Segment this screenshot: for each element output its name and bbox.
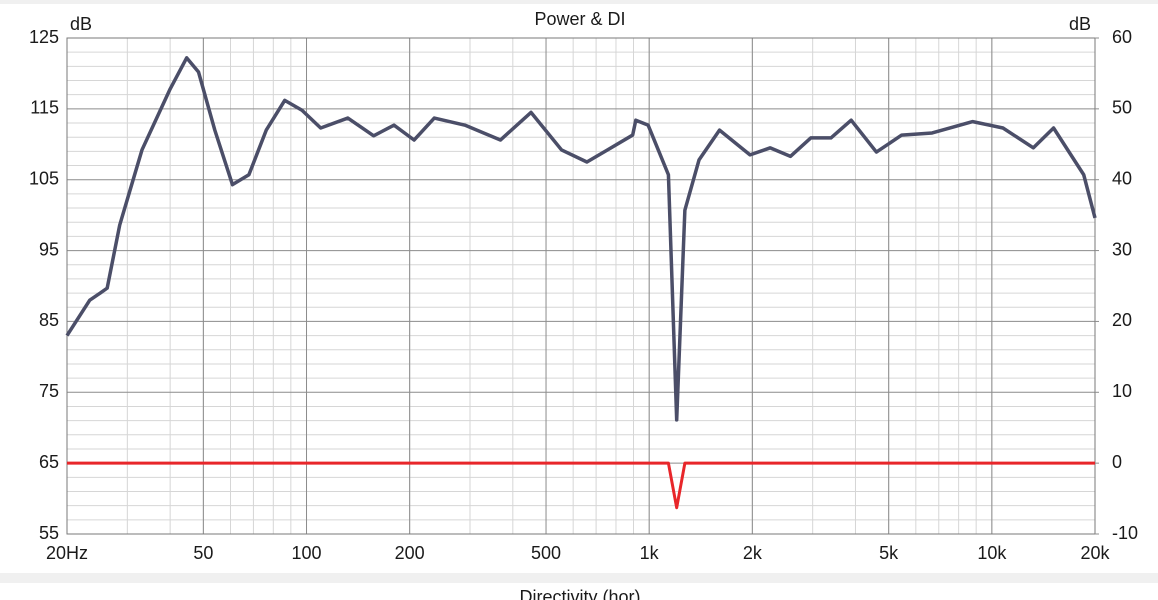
- x-tick-label: 2k: [743, 543, 763, 563]
- y2-tick-label: 50: [1112, 98, 1132, 118]
- y-tick-label: 125: [29, 27, 59, 47]
- x-tick-label: 20Hz: [46, 543, 88, 563]
- y-tick-label: 115: [30, 98, 59, 118]
- y2-tick-label: 60: [1112, 27, 1132, 47]
- y2-tick-label: 0: [1112, 452, 1122, 472]
- series-line: [65, 56, 1097, 422]
- y-tick-label: 105: [29, 168, 59, 188]
- series-line: [67, 461, 1095, 510]
- y2-tick-label: 30: [1112, 239, 1132, 259]
- chart-title: Power & DI: [534, 9, 625, 29]
- y-tick-label: 65: [39, 452, 59, 472]
- next-panel-title: Directivity (hor): [519, 587, 640, 600]
- y2-tick-label: 20: [1112, 310, 1132, 330]
- x-tick-label: 1k: [640, 543, 660, 563]
- y-tick-label: 75: [39, 381, 59, 401]
- y-tick-label: 85: [39, 310, 59, 330]
- plot-lines: [65, 56, 1097, 510]
- y-tick-label: 95: [39, 239, 59, 259]
- y2-tick-label: 40: [1112, 168, 1132, 188]
- x-tick-label: 10k: [977, 543, 1007, 563]
- labels: 20Hz 50 100 200 500 1k 2k 5k 10k 20k5565758595105…: [29, 27, 1138, 563]
- panel-separator: [0, 573, 1158, 583]
- x-tick-label: 100: [291, 543, 321, 563]
- y2-tick-label: 10: [1112, 381, 1132, 401]
- y2-axis-unit: dB: [1069, 14, 1091, 34]
- x-tick-label: 500: [531, 543, 561, 563]
- y-tick-label: 55: [39, 523, 59, 543]
- x-tick-label: 200: [395, 543, 425, 563]
- y2-tick-label: -10: [1112, 523, 1138, 543]
- grid: [66, 37, 1096, 535]
- plot-frame: [66, 37, 1096, 535]
- top-band: [0, 0, 1158, 4]
- x-tick-label: 50: [193, 543, 213, 563]
- x-tick-label: 5k: [879, 543, 899, 563]
- y-axis-unit: dB: [70, 14, 92, 34]
- x-tick-label: 20k: [1080, 543, 1110, 563]
